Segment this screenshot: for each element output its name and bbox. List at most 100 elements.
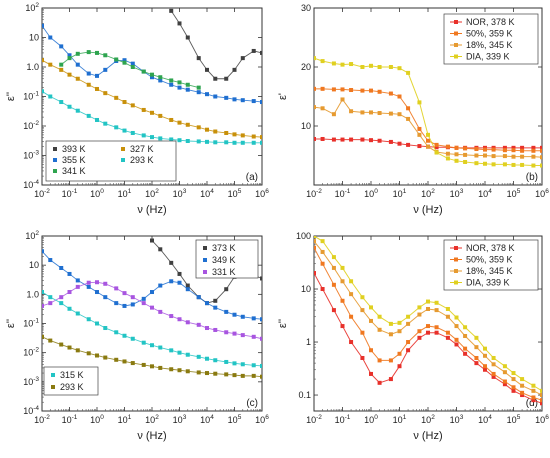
data-point-18-345-k — [531, 388, 536, 393]
data-point-dia-339-k — [417, 100, 422, 105]
data-point-18-345-k — [406, 116, 411, 121]
data-point-341-k — [130, 65, 135, 69]
data-point-327-k — [141, 107, 146, 112]
data-point-dia-339-k — [511, 162, 516, 167]
legend-swatch-dia-339-k — [454, 280, 458, 285]
data-point-293-k — [150, 364, 154, 369]
data-point-18-345-k — [417, 132, 422, 137]
data-point-18-345-k — [360, 308, 365, 313]
data-point-293-k — [260, 140, 262, 145]
y-tick-label: 102 — [25, 230, 39, 241]
data-point-293-k — [42, 89, 44, 94]
data-point-50-359-k — [377, 358, 382, 363]
data-point-18-345-k — [426, 144, 430, 149]
data-point-327-k — [103, 91, 108, 96]
data-point-355-k — [177, 85, 182, 90]
data-point-349-k — [150, 290, 154, 295]
data-point-18-345-k — [502, 370, 507, 375]
data-point-nor-378-k — [520, 145, 525, 150]
data-point-dia-339-k — [491, 162, 496, 167]
series-group — [42, 8, 262, 145]
legend: 373 K 349 K 331 K — [195, 239, 259, 279]
data-point-315-k — [251, 363, 256, 368]
data-point-355-k — [158, 78, 163, 83]
data-point-50-359-k — [474, 355, 479, 360]
data-point-327-k — [260, 135, 262, 140]
data-point-293-k — [59, 100, 64, 105]
data-point-dia-339-k — [331, 255, 336, 260]
data-point-341-k — [95, 50, 99, 55]
data-point-349-k — [169, 279, 174, 284]
data-point-393-k — [177, 21, 182, 26]
panel-b: 10-2 10-1 100 101 102 103 104 105 106 10 20 30 ν (Hz… — [277, 3, 549, 216]
data-point-341-k — [196, 85, 201, 90]
x-tick-label: 102 — [421, 188, 435, 199]
y-tick-label: 10-3 — [23, 376, 39, 387]
data-point-50-359-k — [397, 351, 402, 356]
data-point-nor-378-k — [340, 324, 345, 329]
data-point-349-k — [48, 258, 53, 263]
data-point-315-k — [86, 317, 91, 322]
data-point-50-359-k — [483, 364, 487, 369]
x-tick-label: 101 — [393, 188, 407, 199]
data-point-nor-378-k — [502, 382, 507, 387]
data-point-331-k — [130, 295, 135, 300]
data-point-293-k — [169, 367, 174, 372]
data-point-18-345-k — [349, 292, 354, 297]
data-point-355-k — [169, 82, 174, 87]
data-point-dia-339-k — [406, 70, 411, 75]
data-point-331-k — [122, 291, 127, 296]
data-point-dia-339-k — [511, 371, 516, 376]
data-point-dia-339-k — [426, 299, 430, 304]
panel-label: (d) — [526, 398, 538, 409]
series-fit-341-k — [60, 51, 199, 89]
data-point-293-k — [122, 128, 127, 133]
data-point-293-k — [114, 125, 119, 130]
data-point-331-k — [141, 301, 146, 306]
data-point-293-k — [48, 338, 53, 343]
y-tick-label: 10 — [301, 121, 311, 131]
data-point-393-k — [240, 56, 245, 61]
data-point-18-345-k — [397, 329, 402, 334]
data-point-349-k — [42, 249, 44, 254]
y-tick-label: 102 — [25, 2, 39, 13]
data-point-50-359-k — [520, 148, 525, 153]
data-point-331-k — [260, 336, 262, 341]
data-point-dia-339-k — [397, 320, 402, 325]
legend-swatch-327-k — [121, 147, 125, 151]
data-point-50-359-k — [483, 147, 487, 152]
y-tick-label: 20 — [301, 62, 311, 72]
x-tick-label: 10-1 — [335, 414, 351, 425]
data-point-18-345-k — [369, 318, 373, 323]
legend-swatch-355-k — [53, 158, 57, 162]
data-point-50-359-k — [314, 86, 316, 91]
data-point-393-k — [213, 76, 218, 81]
data-point-293-k — [240, 140, 245, 145]
x-tick-label: 10-2 — [34, 414, 50, 425]
x-tick-label: 101 — [118, 414, 132, 425]
data-point-dia-339-k — [434, 300, 439, 305]
data-point-331-k — [150, 305, 154, 310]
data-point-349-k — [114, 301, 119, 306]
data-point-355-k — [185, 87, 190, 92]
data-point-dia-339-k — [474, 161, 479, 166]
data-point-dia-339-k — [397, 66, 402, 71]
data-point-18-345-k — [349, 109, 354, 114]
data-point-nor-378-k — [320, 136, 325, 141]
data-point-327-k — [114, 95, 119, 100]
data-point-341-k — [67, 56, 72, 61]
data-point-nor-378-k — [331, 137, 336, 142]
data-point-373-k — [185, 283, 190, 288]
legend-label-331-k: 331 K — [212, 267, 236, 277]
data-point-349-k — [141, 296, 146, 301]
data-point-293-k — [130, 130, 135, 135]
data-point-373-k — [177, 271, 182, 276]
series-group — [314, 56, 542, 168]
data-point-50-359-k — [417, 126, 422, 131]
data-point-341-k — [86, 50, 91, 55]
data-point-393-k — [232, 67, 237, 72]
data-point-349-k — [59, 265, 64, 270]
data-point-315-k — [232, 361, 237, 366]
data-point-373-k — [150, 238, 154, 243]
data-point-18-345-k — [388, 111, 393, 116]
